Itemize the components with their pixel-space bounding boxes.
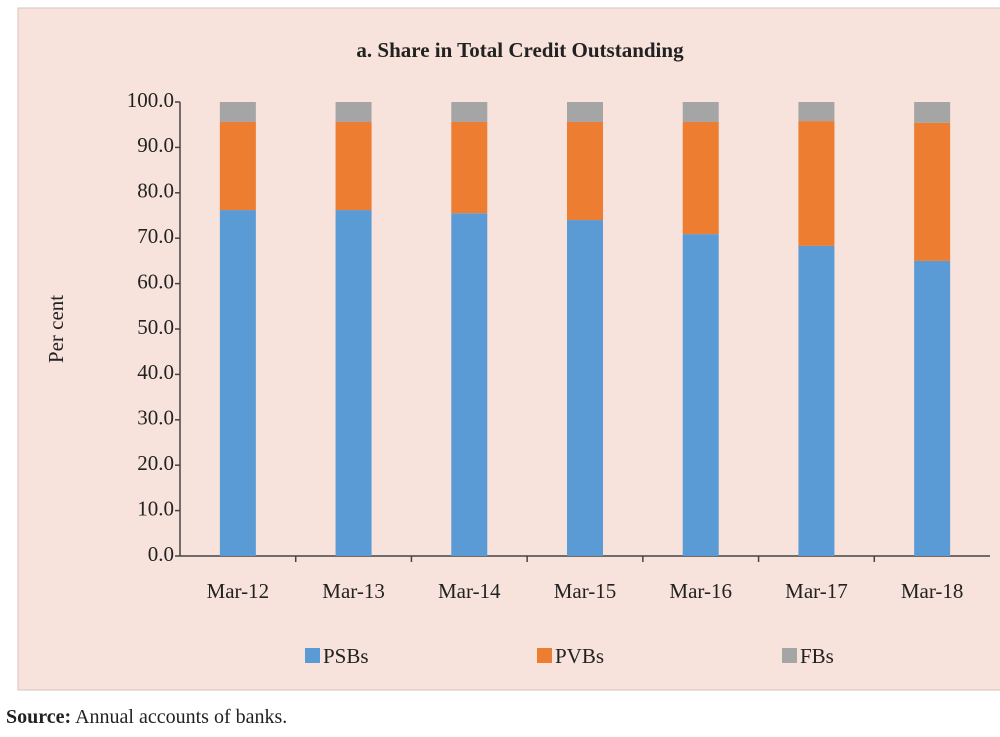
y-tick-label: 40.0 bbox=[137, 360, 174, 384]
chart-background bbox=[17, 7, 1000, 691]
legend-label: FBs bbox=[800, 644, 834, 668]
bar-segment bbox=[451, 102, 488, 122]
bar-segment bbox=[682, 102, 719, 122]
bar-segment bbox=[914, 102, 951, 123]
y-tick-label: 50.0 bbox=[137, 315, 174, 339]
y-tick-label: 0.0 bbox=[148, 542, 174, 566]
bar-segment bbox=[914, 122, 951, 261]
bar-segment bbox=[451, 213, 488, 557]
y-tick-label: 20.0 bbox=[137, 451, 174, 475]
chart: a. Share in Total Credit Outstanding Per… bbox=[17, 7, 1000, 691]
y-axis-label: Per cent bbox=[44, 295, 68, 363]
bar-segment bbox=[798, 245, 835, 556]
bar-segment bbox=[567, 102, 603, 122]
y-tick-label: 60.0 bbox=[137, 269, 174, 293]
bar-segment bbox=[219, 102, 256, 122]
source-text: Annual accounts of banks. bbox=[75, 706, 288, 728]
bar-segment bbox=[335, 210, 372, 556]
bar-segment bbox=[219, 121, 256, 211]
bar-segment bbox=[335, 121, 372, 211]
legend-swatch bbox=[782, 648, 797, 663]
bar-segment bbox=[567, 220, 603, 557]
legend-swatch bbox=[537, 648, 552, 663]
x-tick-label: Mar-12 bbox=[207, 579, 270, 603]
bar-segment bbox=[335, 102, 372, 122]
bar-segment bbox=[451, 121, 488, 214]
legend-swatch bbox=[305, 648, 320, 663]
y-tick-label: 30.0 bbox=[137, 406, 174, 430]
bar-segment bbox=[567, 121, 603, 221]
bar-segment bbox=[798, 121, 835, 246]
y-tick-label: 10.0 bbox=[137, 496, 174, 520]
x-tick-label: Mar-13 bbox=[322, 579, 385, 603]
legend-label: PSBs bbox=[323, 644, 369, 668]
source-label: Source: bbox=[6, 706, 72, 728]
source-note: Source: Annual accounts of banks. bbox=[6, 706, 287, 729]
legend-label: PVBs bbox=[555, 644, 604, 668]
x-tick-label: Mar-14 bbox=[438, 579, 501, 603]
bar-segment bbox=[682, 234, 719, 556]
y-tick-label: 90.0 bbox=[137, 133, 174, 157]
bar-segment bbox=[682, 121, 719, 235]
y-tick-label: 80.0 bbox=[137, 179, 174, 203]
chart-title: a. Share in Total Credit Outstanding bbox=[356, 38, 684, 62]
x-tick-label: Mar-16 bbox=[669, 579, 732, 603]
y-tick-label: 100.0 bbox=[127, 88, 174, 112]
x-tick-label: Mar-15 bbox=[554, 579, 617, 603]
y-tick-label: 70.0 bbox=[137, 224, 174, 248]
bar-segment bbox=[798, 102, 835, 122]
bar-segment bbox=[219, 210, 256, 556]
x-tick-label: Mar-17 bbox=[785, 579, 848, 603]
bar-segment bbox=[914, 260, 951, 556]
x-tick-label: Mar-18 bbox=[901, 579, 964, 603]
